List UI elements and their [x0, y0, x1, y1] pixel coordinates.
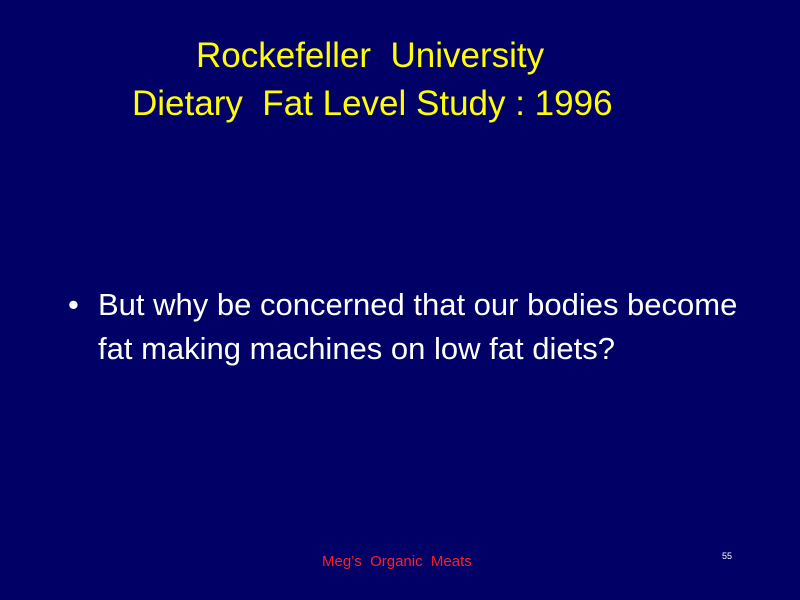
bullet-item: • But why be concerned that our bodies b…	[64, 283, 754, 371]
bullet-icon: •	[68, 287, 79, 322]
page-number: 55	[722, 551, 733, 561]
bullet-text: But why be concerned that our bodies bec…	[98, 287, 738, 366]
footer-text: Meg’s Organic Meats	[322, 553, 472, 570]
bullet-list: • But why be concerned that our bodies b…	[64, 283, 754, 371]
slide-title-line-1: Rockefeller University	[196, 36, 545, 75]
slide-title-line-2: Dietary Fat Level Study : 1996	[132, 84, 613, 123]
